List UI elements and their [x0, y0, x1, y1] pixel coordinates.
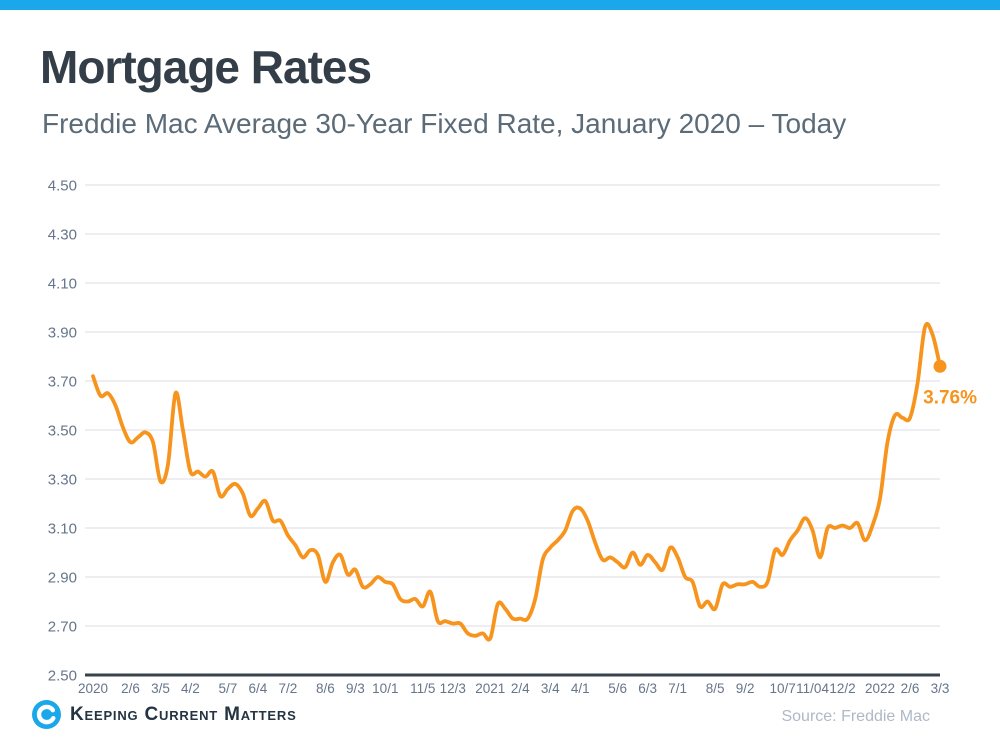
x-tick-label: 2020: [78, 681, 108, 696]
x-tick-label: 9/2: [736, 681, 755, 696]
x-tick-label: 2021: [475, 681, 505, 696]
x-tick-label: 10/1: [372, 681, 398, 696]
kcm-brand: Keeping Current Matters: [32, 700, 297, 729]
y-tick-label: 3.50: [48, 423, 77, 440]
x-tick-label: 11/5: [410, 681, 435, 696]
page-title: Mortgage Rates: [40, 41, 372, 93]
x-tick-label: 8/5: [706, 681, 725, 696]
x-tick-label: 5/7: [219, 681, 238, 696]
latest-rate-annotation: 3.76%: [923, 387, 977, 408]
x-tick-label: 12/3: [440, 681, 466, 696]
x-tick-label: 4/1: [571, 681, 590, 696]
source-attribution: Source: Freddie Mac: [781, 708, 930, 725]
brand-name: Keeping Current Matters: [70, 703, 297, 725]
brand-top-bar: [0, 0, 1000, 10]
y-tick-label: 4.10: [48, 276, 77, 293]
x-tick-label: 3/5: [151, 681, 170, 696]
rate-line: [91, 321, 942, 642]
x-tick-label: 3/3: [931, 681, 950, 696]
x-tick-label: 7/1: [668, 681, 687, 696]
page-subtitle: Freddie Mac Average 30-Year Fixed Rate, …: [42, 108, 847, 139]
x-tick-label: 2/6: [121, 681, 140, 696]
y-tick-label: 4.50: [48, 178, 77, 195]
kcm-swirl-logo-icon: [32, 700, 61, 729]
y-tick-label: 4.30: [48, 227, 77, 244]
y-tick-label: 2.50: [48, 668, 77, 685]
x-tick-label: 4/2: [181, 681, 200, 696]
x-tick-label: 5/6: [608, 681, 627, 696]
footer: Keeping Current Matters Source: Freddie …: [0, 698, 1000, 738]
y-tick-label: 3.30: [48, 472, 77, 489]
latest-rate-dot: [933, 359, 947, 373]
x-tick-label: 2/6: [901, 681, 920, 696]
x-tick-label: 2022: [865, 681, 895, 696]
x-tick-label: 3/4: [541, 681, 560, 696]
y-tick-label: 3.70: [48, 374, 77, 391]
x-tick-label: 7/2: [278, 681, 297, 696]
y-tick-label: 3.10: [48, 521, 77, 538]
x-tick-label: 9/3: [346, 681, 365, 696]
y-tick-label: 2.90: [48, 570, 77, 587]
x-tick-label: 6/4: [249, 681, 268, 696]
y-tick-label: 2.70: [48, 619, 77, 636]
chart-header: Mortgage Rates Freddie Mac Average 30-Ye…: [40, 40, 846, 140]
y-tick-label: 3.90: [48, 325, 77, 342]
x-tick-label: 8/6: [316, 681, 335, 696]
x-tick-label: 10/7: [769, 681, 795, 696]
x-tick-label: 11/04: [796, 681, 829, 696]
x-tick-label: 6/3: [638, 681, 657, 696]
x-tick-label: 12/2: [829, 681, 855, 696]
x-tick-label: 2/4: [511, 681, 530, 696]
